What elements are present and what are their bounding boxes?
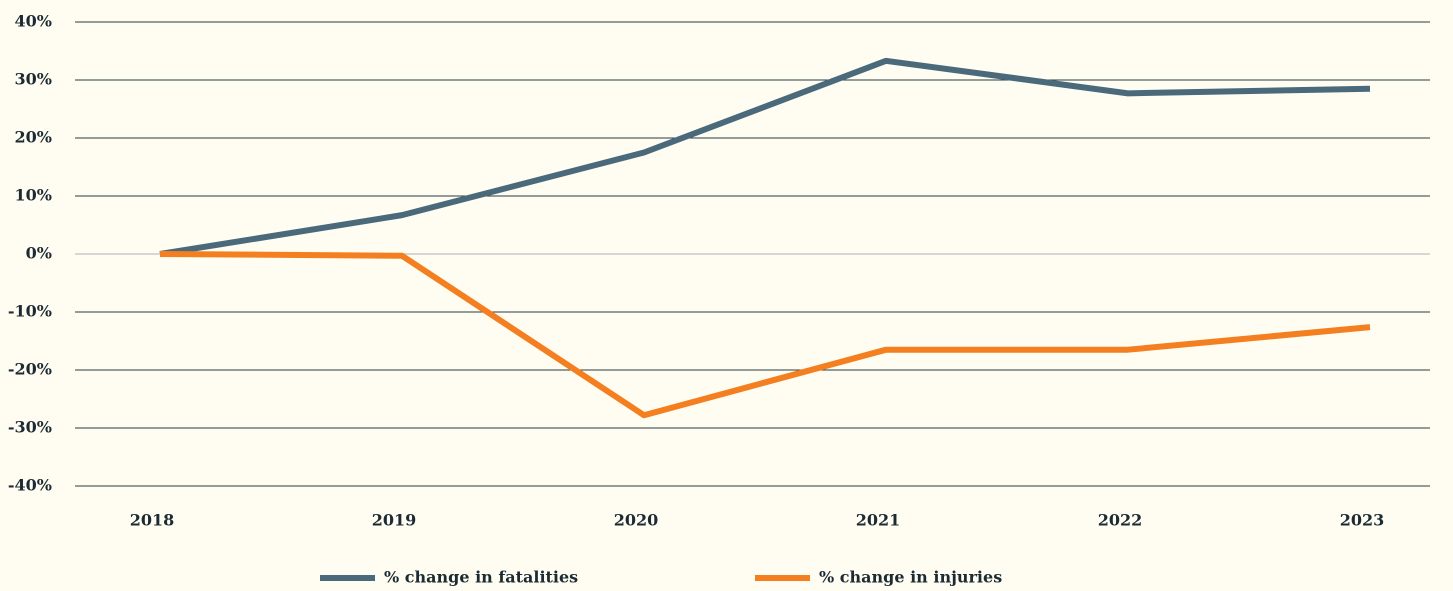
legend-label: % change in injuries bbox=[819, 568, 1002, 587]
x-tick-label: 2018 bbox=[130, 511, 175, 530]
series-line bbox=[159, 57, 1371, 257]
x-tick-label: 2019 bbox=[372, 511, 417, 530]
x-tick-label: 2020 bbox=[614, 511, 659, 530]
y-tick-label: 10% bbox=[15, 186, 52, 205]
y-tick-label: -30% bbox=[8, 418, 52, 437]
y-tick-label: 30% bbox=[15, 70, 52, 89]
y-tick-label: 40% bbox=[15, 12, 52, 31]
series-line bbox=[159, 251, 1371, 419]
x-tick-label: 2021 bbox=[856, 511, 901, 530]
x-tick-label: 2022 bbox=[1098, 511, 1143, 530]
legend-label: % change in fatalities bbox=[384, 568, 578, 587]
y-tick-label: -40% bbox=[8, 476, 52, 495]
y-tick-label: -20% bbox=[8, 360, 52, 379]
x-tick-label: 2023 bbox=[1340, 511, 1385, 530]
y-tick-label: 20% bbox=[15, 128, 52, 147]
y-tick-label: 0% bbox=[26, 244, 52, 263]
y-tick-label: -10% bbox=[8, 302, 52, 321]
